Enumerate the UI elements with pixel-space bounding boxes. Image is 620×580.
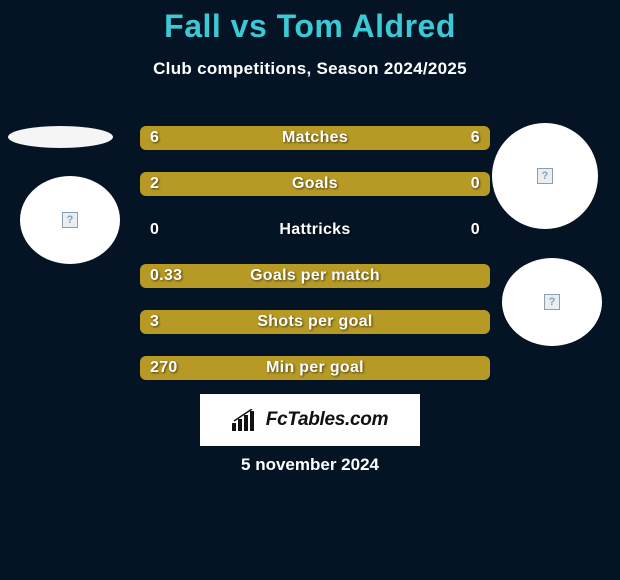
bars-icon bbox=[232, 409, 260, 431]
stat-row: 2Goals0 bbox=[140, 172, 490, 196]
placeholder-icon: ? bbox=[537, 168, 553, 184]
page-title: Fall vs Tom Aldred bbox=[0, 0, 620, 45]
stat-label: Min per goal bbox=[140, 356, 490, 380]
stat-right-value: 0 bbox=[471, 218, 480, 242]
stat-row: 0.33Goals per match bbox=[140, 264, 490, 288]
brand-badge: FcTables.com bbox=[200, 394, 420, 446]
placeholder-icon: ? bbox=[544, 294, 560, 310]
comparison-bars: 6Matches62Goals00Hattricks00.33Goals per… bbox=[140, 126, 490, 402]
stat-row: 270Min per goal bbox=[140, 356, 490, 380]
stat-label: Matches bbox=[140, 126, 490, 150]
date-label: 5 november 2024 bbox=[0, 455, 620, 475]
stat-row: 3Shots per goal bbox=[140, 310, 490, 334]
stat-label: Goals bbox=[140, 172, 490, 196]
player-2-avatar-top: ? bbox=[492, 123, 598, 229]
brand-text: FcTables.com bbox=[266, 409, 388, 431]
stat-label: Shots per goal bbox=[140, 310, 490, 334]
stat-right-value: 6 bbox=[471, 126, 480, 150]
player-1-avatar-bottom: ? bbox=[20, 176, 120, 264]
stat-label: Goals per match bbox=[140, 264, 490, 288]
stat-label: Hattricks bbox=[140, 218, 490, 242]
player-1-avatar-top bbox=[8, 126, 113, 148]
stat-row: 6Matches6 bbox=[140, 126, 490, 150]
placeholder-icon: ? bbox=[62, 212, 78, 228]
stat-right-value: 0 bbox=[471, 172, 480, 196]
stat-row: 0Hattricks0 bbox=[140, 218, 490, 242]
subtitle: Club competitions, Season 2024/2025 bbox=[0, 59, 620, 79]
player-2-avatar-bottom: ? bbox=[502, 258, 602, 346]
